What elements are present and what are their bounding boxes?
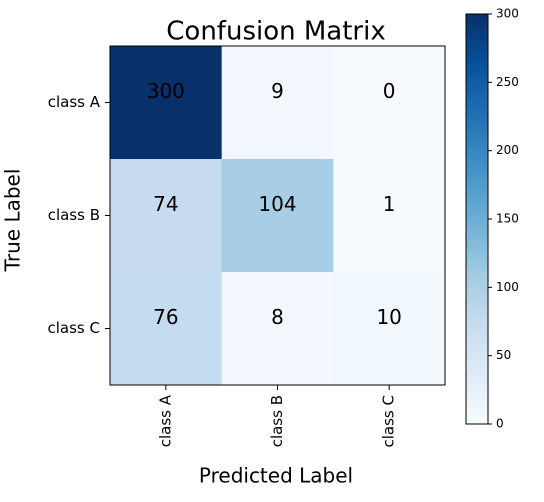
cell-value-label: 0 <box>383 79 396 103</box>
colorbar-tick-label: 100 <box>496 280 519 294</box>
cell-value-label: 76 <box>153 305 178 329</box>
heatmap-cell <box>333 272 446 386</box>
colorbar-tick-label: 250 <box>496 75 519 89</box>
heatmap-cell <box>110 46 223 160</box>
x-axis-label: Predicted Label <box>199 464 353 488</box>
x-tick-label: class B <box>268 395 286 447</box>
colorbar <box>465 13 489 425</box>
heatmap-cell <box>221 46 334 160</box>
colorbar-tick-label: 0 <box>496 417 504 431</box>
x-tick-label: class A <box>156 394 174 447</box>
colorbar-tick-label: 50 <box>496 348 511 362</box>
y-axis-label: True Label <box>1 169 25 273</box>
heatmap-cell <box>110 159 223 273</box>
y-tick-label: class B <box>48 206 100 224</box>
chart-title: Confusion Matrix <box>166 17 385 47</box>
colorbar-tick-label: 200 <box>496 143 519 157</box>
heatmap-cell <box>333 159 446 273</box>
x-tick-label: class C <box>380 395 398 447</box>
colorbar-tick-label: 150 <box>496 212 519 226</box>
cell-value-label: 74 <box>153 192 178 216</box>
y-tick-label: class A <box>48 93 101 111</box>
cell-value-label: 1 <box>383 192 396 216</box>
cell-value-label: 300 <box>147 79 185 103</box>
heatmap-cell <box>110 272 223 386</box>
colorbar-tick-label: 300 <box>496 7 519 21</box>
cell-value-label: 10 <box>376 305 401 329</box>
heatmap-cell <box>333 46 446 160</box>
cell-value-label: 8 <box>271 305 284 329</box>
cell-value-label: 9 <box>271 79 284 103</box>
cell-value-label: 104 <box>258 192 296 216</box>
y-tick-label: class C <box>48 319 100 337</box>
heatmap-cell <box>221 272 334 386</box>
heatmap-cell <box>221 159 334 273</box>
